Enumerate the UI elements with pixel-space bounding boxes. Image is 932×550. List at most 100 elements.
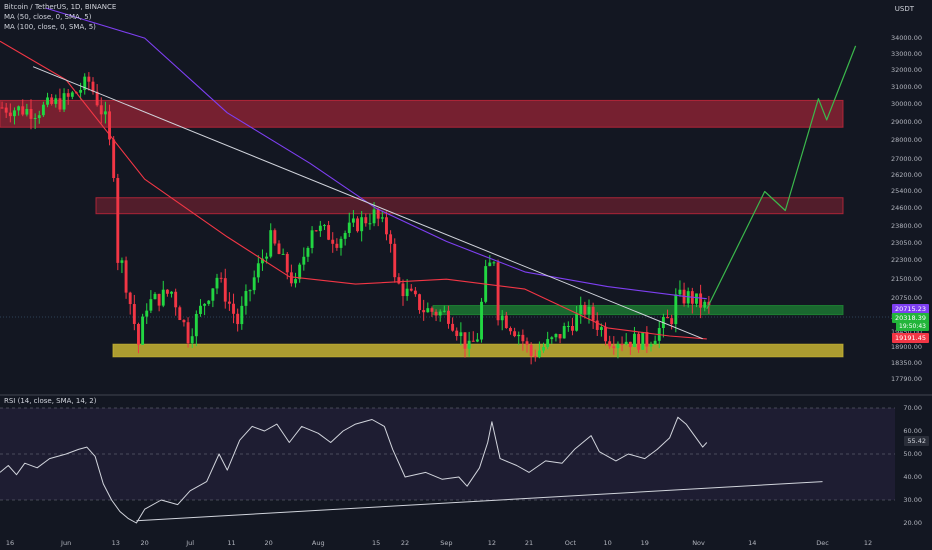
- candle: [463, 332, 467, 349]
- candle: [54, 98, 58, 104]
- candle: [628, 341, 632, 348]
- time-tick-label: 11: [227, 539, 236, 547]
- candle: [591, 306, 595, 321]
- price-tick-label: 17790.00: [890, 374, 922, 383]
- candle: [529, 344, 533, 357]
- price-tick-label: 20750.00: [890, 293, 922, 302]
- candle: [451, 323, 455, 331]
- price-tick-label: 24600.00: [890, 204, 922, 213]
- candle: [256, 263, 260, 278]
- candle: [8, 112, 12, 117]
- candle: [587, 306, 591, 315]
- candle: [37, 115, 41, 119]
- candle: [21, 106, 25, 115]
- candle: [103, 111, 107, 115]
- rsi-tick-label: 40.00: [903, 473, 922, 481]
- candle: [145, 310, 149, 317]
- candle: [157, 293, 161, 306]
- candle: [422, 310, 426, 313]
- time-tick-label: 22: [400, 539, 410, 547]
- candle: [504, 315, 508, 329]
- candle: [178, 307, 182, 321]
- candle: [25, 108, 29, 115]
- candle: [347, 222, 351, 233]
- candle: [137, 323, 140, 345]
- time-tick-label: Jun: [61, 539, 72, 547]
- ma100-price-tag: 20715.23: [891, 304, 929, 314]
- candle: [190, 336, 194, 344]
- rsi-value-tag: 55.42: [904, 436, 929, 446]
- candle: [265, 256, 269, 259]
- price-tick-label: 32000.00: [890, 65, 922, 74]
- candle: [91, 81, 95, 92]
- candle: [525, 341, 529, 345]
- candle: [372, 209, 376, 224]
- candle: [132, 304, 136, 324]
- time-tick-label: 21: [524, 539, 534, 547]
- candle: [599, 327, 603, 330]
- candle: [298, 264, 302, 280]
- candle: [62, 93, 66, 110]
- candle: [438, 311, 442, 316]
- time-tick-label: Sep: [440, 539, 453, 547]
- candle: [46, 97, 49, 105]
- countdown-tag: 19:50:43: [896, 322, 929, 331]
- candle: [120, 260, 124, 263]
- candle: [616, 343, 620, 349]
- candle: [624, 341, 628, 345]
- candle: [546, 339, 550, 348]
- candle: [203, 303, 207, 306]
- candle: [695, 293, 698, 304]
- candle: [33, 118, 37, 120]
- candle: [430, 308, 434, 312]
- candle: [633, 333, 636, 348]
- candle: [219, 277, 223, 279]
- candle: [182, 320, 186, 323]
- candle: [323, 225, 326, 227]
- price-tick-label: 27000.00: [890, 155, 922, 164]
- candle: [641, 332, 645, 350]
- candle: [70, 92, 74, 97]
- candle: [306, 247, 310, 257]
- candle: [331, 239, 335, 244]
- price-tick-label: 18350.00: [890, 358, 922, 367]
- candle: [562, 326, 566, 339]
- candle: [475, 339, 479, 342]
- candle: [83, 76, 87, 90]
- candle: [678, 289, 682, 295]
- candle: [310, 230, 314, 248]
- price-tick-label: 34000.00: [890, 34, 922, 43]
- candle: [550, 337, 554, 340]
- candle: [161, 289, 165, 306]
- candle: [455, 330, 459, 337]
- candle: [79, 89, 83, 93]
- candle: [467, 340, 471, 349]
- rsi-tick-label: 60.00: [903, 427, 922, 435]
- candle: [637, 333, 641, 350]
- candle: [385, 217, 388, 235]
- candle: [232, 303, 235, 314]
- candle: [509, 328, 512, 332]
- ma50-legend[interactable]: MA (50, close, 0, SMA, 5): [4, 13, 92, 21]
- candle: [281, 253, 285, 255]
- candle: [558, 333, 562, 339]
- rsi-legend[interactable]: RSI (14, close, SMA, 14, 2): [4, 397, 97, 405]
- candle: [459, 332, 463, 337]
- candle: [699, 293, 703, 308]
- candle: [343, 232, 347, 239]
- rsi-tick-label: 50.00: [903, 450, 922, 458]
- candle: [29, 108, 33, 119]
- candle: [165, 289, 169, 294]
- candle: [223, 278, 227, 302]
- candle: [360, 217, 364, 232]
- candle: [269, 230, 273, 257]
- candle: [583, 304, 587, 315]
- time-tick-label: Nov: [692, 539, 705, 547]
- ma100-legend[interactable]: MA (100, close, 0, SMA, 5): [4, 23, 96, 31]
- symbol-title: Bitcoin / TetherUS, 1D, BINANCE: [4, 3, 117, 11]
- candle: [207, 300, 211, 304]
- candle: [442, 310, 446, 312]
- candle: [141, 316, 145, 345]
